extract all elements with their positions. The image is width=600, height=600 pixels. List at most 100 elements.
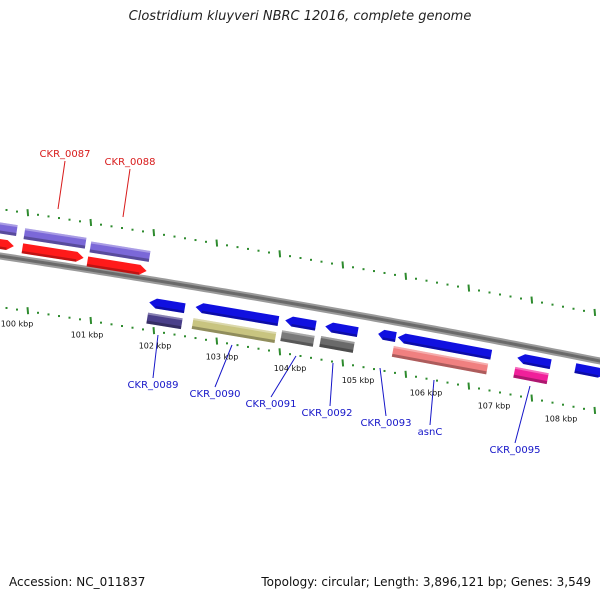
cds-ckr-0091-band-highlight (281, 330, 315, 338)
bottom-track-minor-tick (289, 353, 291, 356)
gene-asnc-label: asnC (418, 427, 443, 438)
bottom-track-minor-tick (415, 375, 417, 378)
cds-ckr-0095-band-highlight (514, 366, 549, 376)
scale-label: 105 kbp (342, 376, 375, 385)
bottom-track-minor-tick (383, 369, 386, 372)
top-track-major-tick (404, 272, 408, 280)
bottom-track-minor-tick (16, 308, 18, 311)
top-track-minor-tick (488, 291, 491, 294)
bottom-track-minor-tick (509, 393, 512, 396)
cds-ckr-0090-band-highlight (193, 318, 277, 335)
gene-ckr-0087-arrow-body (21, 243, 84, 262)
top-track-major-tick (530, 296, 534, 304)
minor-tick-track-top (5, 208, 597, 316)
top-track-minor-tick (79, 220, 81, 223)
cds-ckr-0088-band (89, 241, 151, 262)
gene-ckr-0089-leader (152, 334, 159, 379)
bottom-track-minor-tick (194, 337, 197, 340)
bottom-track-minor-tick (541, 399, 543, 402)
cds-ckr-0087-band-shade (23, 236, 86, 249)
bottom-track-minor-tick (299, 354, 302, 357)
top-track-minor-tick (394, 273, 396, 276)
top-track-minor-tick (383, 271, 386, 274)
top-track-minor-tick (509, 295, 512, 298)
top-track-minor-tick (142, 230, 144, 233)
gene-ckr-0092-label: CKR_0092 (302, 408, 353, 419)
gene-ckr-0095-arrow-shade (523, 361, 551, 370)
label-leaders (57, 160, 531, 444)
gene-ckr-0087-arrow (21, 243, 84, 262)
bottom-track-minor-tick (478, 387, 480, 390)
cds-ckr-0088-band-highlight (90, 241, 151, 253)
gene-ckr-0092-arrow-body (325, 322, 359, 338)
partial-gene-right-arrow (574, 363, 600, 378)
top-track-minor-tick (121, 227, 123, 230)
gene-ckr-0093-arrow-shade (382, 337, 396, 342)
cds-ckr-0092-band (319, 336, 355, 353)
gene-ckr-0093-arrow-body (378, 329, 397, 342)
gene-ckr-0088-leader (122, 168, 131, 218)
bottom-track-minor-tick (79, 318, 81, 321)
accession-label: Accession: NC_011837 (9, 575, 146, 589)
bottom-track-major-tick (593, 406, 597, 414)
top-track-minor-tick (236, 246, 239, 249)
top-track-minor-tick (100, 223, 102, 226)
gene-ckr-0095-arrow (517, 354, 552, 370)
scale-label: 102 kbp (139, 341, 172, 350)
gene-ckr-0090-arrow (195, 303, 280, 327)
top-track-minor-tick (446, 283, 449, 286)
minor-tick-track-bottom (5, 306, 597, 414)
top-track-major-tick (593, 308, 597, 316)
gene-ckr-0089-arrow-shade (155, 306, 185, 314)
cds-ckr-0089-band (146, 312, 183, 330)
cds-ckr-0090-band-body (191, 318, 277, 343)
top-track-minor-tick (478, 289, 480, 292)
gene-ckr-0095-label: CKR_0095 (490, 445, 541, 456)
bottom-track-major-tick (89, 316, 93, 325)
partial-gene-left-arrow-body (0, 237, 14, 250)
bottom-track-minor-tick (488, 389, 491, 392)
gene-asnc-arrow (397, 333, 493, 360)
gene-ckr-0093-arrow (378, 329, 397, 342)
gene-asnc-arrow-shade (403, 341, 491, 360)
gene-ckr-0093-label: CKR_0093 (361, 418, 412, 429)
cds-ckr-0089-band-shade (146, 320, 182, 330)
cds-ckr-0095-band-shade (513, 374, 548, 385)
gene-ckr-0087-arrow-shade (21, 250, 77, 262)
cds-ckr-0090-band (191, 318, 277, 343)
bottom-track-minor-tick (37, 311, 39, 314)
backbone-core (0, 254, 600, 363)
gene-ckr-0093-leader (379, 367, 387, 417)
cds-ckr-0088-band-body (89, 241, 151, 262)
gene-ckr-0090-label: CKR_0090 (190, 389, 241, 400)
bottom-track-minor-tick (121, 325, 123, 328)
top-track-major-tick (89, 218, 93, 227)
partial-cds-left-band-body (0, 221, 18, 236)
bottom-track-minor-tick (226, 342, 228, 345)
cds-ckr-0092-band-shade (319, 343, 354, 353)
bottom-track-minor-tick (352, 364, 354, 367)
cds-ckr-0092-band-body (319, 336, 355, 353)
gene-ckr-0088-arrow-shade (86, 263, 140, 275)
top-track-minor-tick (68, 218, 71, 221)
gene-ckr-0091-leader (270, 355, 297, 398)
top-track-minor-tick (310, 258, 312, 261)
cds-ckr-0088-band-shade (89, 249, 150, 262)
genome-backbone (0, 252, 600, 365)
gene-ckr-0092-arrow (325, 322, 359, 338)
partial-cds-left-band-shade (0, 228, 17, 236)
top-track-minor-tick (352, 266, 354, 269)
top-track-minor-tick (373, 270, 375, 273)
bottom-track-minor-tick (5, 306, 8, 309)
cds-ckr-0087-band (23, 228, 87, 249)
gene-ckr-0092-arrow-shade (331, 330, 358, 338)
cds-ckr-0089-band-body (146, 312, 183, 330)
top-track-minor-tick (583, 309, 585, 312)
partial-cds-left-band-highlight (0, 221, 18, 228)
top-track-minor-tick (5, 208, 8, 211)
top-track-minor-tick (257, 249, 260, 252)
top-track-major-tick (467, 284, 471, 292)
gene-ckr-0087-label: CKR_0087 (40, 149, 91, 160)
